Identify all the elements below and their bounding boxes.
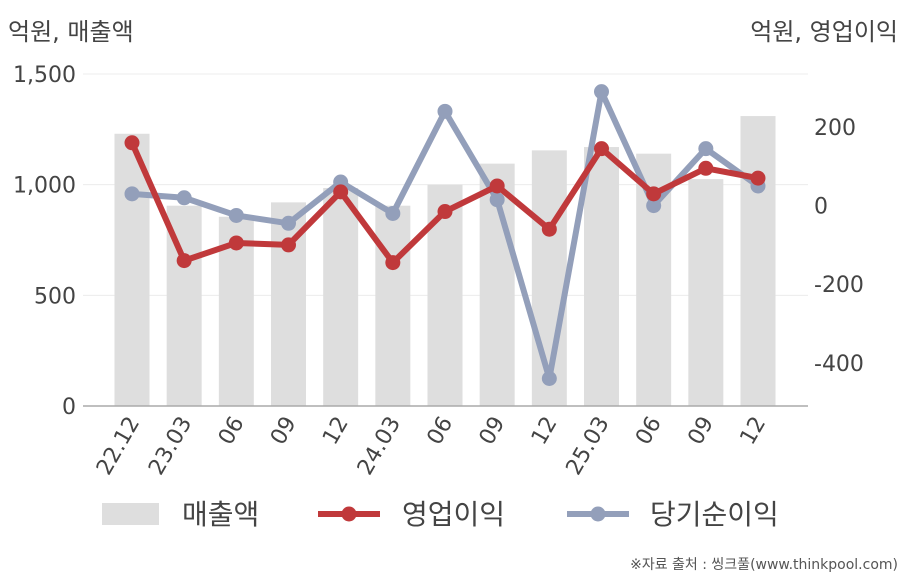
point-영업이익 (124, 135, 140, 151)
point-영업이익 (541, 221, 557, 237)
left-axis-unit: 억원, 매출액 (8, 18, 134, 46)
point-영업이익 (176, 253, 192, 269)
x-tick-label: 23.03 (144, 413, 197, 480)
point-영업이익 (281, 237, 296, 253)
source-note: ※자료 출처 : 씽크풀(www.thinkpool.com) (630, 557, 898, 573)
bar-매출액 (584, 147, 619, 407)
point-당기순이익 (698, 141, 714, 157)
bar-매출액 (688, 179, 724, 406)
point-당기순이익 (541, 370, 557, 386)
point-당기순이익 (176, 190, 192, 206)
point-당기순이익 (281, 215, 296, 231)
point-영업이익 (750, 170, 766, 186)
x-tick-label: 06 (423, 413, 459, 450)
x-tick-label: 06 (631, 413, 667, 450)
point-영업이익 (698, 160, 714, 176)
point-영업이익 (385, 255, 401, 271)
y-right-tick-label: 200 (814, 116, 856, 141)
legend-label-영업이익: 영업이익 (402, 498, 505, 531)
y-right-tick-label: -200 (814, 273, 864, 298)
point-영업이익 (489, 178, 505, 194)
point-영업이익 (594, 141, 609, 157)
legend-marker-영업이익 (341, 506, 357, 522)
point-당기순이익 (228, 207, 244, 223)
point-당기순이익 (124, 186, 140, 202)
point-당기순이익 (489, 192, 505, 208)
x-tick-label: 09 (266, 413, 302, 450)
y-left-tick-label: 0 (62, 395, 76, 420)
bar-매출액 (114, 133, 150, 406)
bar-매출액 (375, 205, 411, 406)
y-right-tick-label: -400 (814, 352, 864, 377)
y-left-tick-label: 500 (34, 284, 76, 309)
x-tick-label: 25.03 (562, 413, 615, 480)
legend-swatch-매출액 (102, 503, 159, 525)
x-tick-label: 22.12 (92, 413, 145, 480)
x-tick-label: 12 (736, 413, 772, 450)
legend-label-당기순이익: 당기순이익 (650, 498, 779, 531)
x-tick-label: 06 (214, 413, 250, 450)
point-당기순이익 (646, 198, 662, 214)
legend-label-매출액: 매출액 (182, 498, 259, 531)
x-tick-label: 09 (683, 413, 719, 450)
point-당기순이익 (385, 205, 401, 221)
x-tick-label: 24.03 (353, 413, 406, 480)
x-tick-label: 09 (475, 412, 511, 449)
y-right-tick-label: 0 (814, 195, 828, 220)
point-영업이익 (333, 184, 349, 200)
point-영업이익 (646, 186, 662, 202)
point-당기순이익 (437, 103, 453, 119)
y-left-tick-label: 1,000 (13, 174, 76, 199)
right-axis-unit: 억원, 영업이익 (750, 18, 898, 46)
bar-매출액 (323, 187, 359, 406)
x-tick-label: 12 (527, 413, 563, 450)
bar-매출액 (740, 116, 776, 406)
x-tick-label: 12 (318, 413, 354, 450)
legend-marker-당기순이익 (590, 506, 606, 522)
point-당기순이익 (594, 84, 609, 100)
point-영업이익 (228, 235, 244, 251)
y-left-tick-label: 1,500 (13, 63, 76, 88)
point-영업이익 (437, 204, 453, 220)
